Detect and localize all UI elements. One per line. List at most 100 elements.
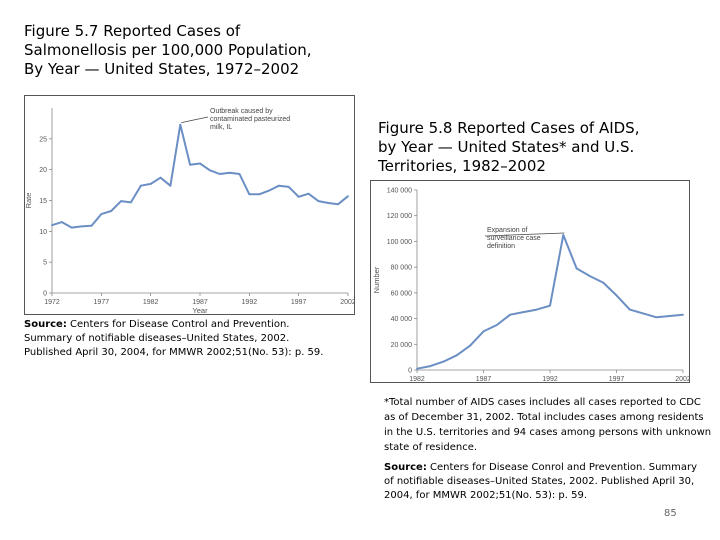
aids-chart-svg: 0 20 000 40 000 60 000 80 000 100 000 120 000 1… [372, 188, 689, 383]
y-tick-label: 60 000 [391, 290, 413, 297]
data-point [495, 324, 498, 326]
y-tick-label: 120 000 [387, 213, 412, 220]
data-point [327, 202, 330, 204]
figure-5-7-source: Source: Centers for Disease Control and … [24, 318, 334, 360]
data-point [347, 195, 349, 198]
data-point [287, 186, 290, 188]
annotation-line: milk, IL [210, 124, 232, 131]
y-axis-label: Number [372, 266, 381, 293]
x-tick-label: 1982 [409, 376, 425, 382]
data-point [80, 225, 83, 228]
aids-chart: 0 20 000 40 000 60 000 80 000 100 000 120 000 1… [370, 180, 690, 383]
data-point [70, 226, 73, 229]
data-point [549, 304, 551, 307]
salmonellosis-chart-svg: 0 5 10 15 20 25 1972 1977 1982 1987 1992 1997 2002 Ye… [25, 108, 354, 314]
page-number: 85 [664, 508, 677, 519]
data-point [509, 313, 511, 316]
figure-5-8-footnote: *Total number of AIDS cases includes all… [384, 397, 712, 453]
data-point [297, 195, 300, 198]
x-tick-label: 2002 [675, 376, 689, 382]
data-point [208, 169, 211, 172]
series-line [416, 234, 684, 370]
x-tick-label: 1972 [44, 299, 60, 306]
x-tick-label: 1977 [94, 299, 110, 306]
data-point [562, 234, 565, 236]
annotation-pointer [484, 232, 565, 237]
figure-5-7-title-line: Salmonellosis per 100,000 Population, [24, 41, 312, 59]
y-axis-label: Rate [25, 193, 33, 209]
data-point [189, 163, 192, 166]
x-tick-label: 1997 [609, 376, 625, 382]
data-point [278, 184, 280, 187]
data-point [628, 308, 631, 311]
figure-5-8-title-line: by Year — United States* and U.S. [378, 138, 635, 156]
data-point [469, 344, 472, 347]
x-tick-label: 1992 [542, 376, 558, 382]
annotation-line: surveillance case [487, 235, 541, 242]
data-point [100, 213, 103, 215]
y-tick-label: 5 [43, 260, 47, 267]
data-point [228, 171, 231, 174]
figure-5-8-title-line: Territories, 1982–2002 [378, 157, 546, 175]
annotation-line: contaminated pasteurized [210, 116, 290, 123]
x-tick-label: 1982 [143, 299, 159, 306]
data-point [139, 184, 142, 187]
figure-5-8-source: Source: Centers for Disease Conrol and P… [384, 461, 704, 503]
data-point [169, 184, 172, 187]
data-point [159, 176, 162, 179]
data-point [179, 123, 182, 126]
figure-5-8-title-line: Figure 5.8 Reported Cases of AIDS, [378, 119, 640, 137]
x-axis-label: Year [192, 306, 208, 314]
x-tick-label: 1987 [192, 299, 208, 306]
data-point [218, 173, 221, 175]
x-tick-label: 1992 [242, 299, 258, 306]
annotation-text: Expansion of surveillance case definition [487, 227, 541, 250]
data-point [60, 221, 63, 223]
y-tick-label: 0 [43, 291, 47, 298]
data-point [575, 267, 578, 270]
data-point [317, 200, 320, 203]
data-point [149, 182, 152, 185]
y-tick-label: 20 000 [391, 342, 413, 349]
figure-5-7-title-line: Figure 5.7 Reported Cases of [24, 22, 241, 40]
y-tick-label: 100 000 [387, 239, 412, 246]
data-point [199, 162, 201, 165]
data-point [337, 203, 340, 206]
annotation-text: Outbreak caused by contaminated pasteuriz… [210, 108, 290, 131]
data-point [602, 281, 605, 284]
annotation-line: Outbreak caused by [210, 108, 273, 115]
source-text: Centers for Disease Control and Preventi… [24, 319, 324, 358]
figure-5-8-title: Figure 5.8 Reported Cases of AIDS, by Ye… [378, 119, 639, 176]
y-tick-label: 25 [39, 136, 47, 143]
y-tick-label: 140 000 [387, 188, 412, 195]
data-point [522, 311, 525, 314]
y-tick-label: 80 000 [391, 265, 413, 272]
data-point [307, 192, 310, 195]
source-label: Source: [24, 319, 67, 330]
data-point [90, 224, 93, 227]
y-tick-label: 40 000 [391, 316, 413, 323]
data-point [238, 173, 241, 175]
source-label: Source: [384, 462, 427, 473]
y-tick-label: 20 [39, 167, 47, 174]
data-point [416, 367, 418, 370]
data-point [130, 201, 132, 204]
annotation-line: Expansion of [487, 227, 528, 234]
y-tick-label: 0 [408, 368, 412, 375]
data-point [655, 316, 658, 319]
data-point [268, 189, 270, 192]
salmonellosis-chart: 0 5 10 15 20 25 1972 1977 1982 1987 1992 1997 2002 Ye… [24, 95, 355, 315]
data-point [120, 200, 122, 203]
data-point [258, 193, 261, 196]
x-tick-label: 1987 [476, 376, 492, 382]
data-point [615, 294, 618, 297]
data-point [682, 313, 684, 316]
data-point [482, 330, 485, 333]
data-point [535, 308, 538, 311]
figure-5-7-title: Figure 5.7 Reported Cases of Salmonellos… [24, 22, 312, 79]
data-point [668, 315, 671, 317]
data-point [248, 193, 251, 196]
data-point [110, 210, 113, 212]
data-point [456, 354, 458, 357]
data-point [442, 360, 445, 363]
